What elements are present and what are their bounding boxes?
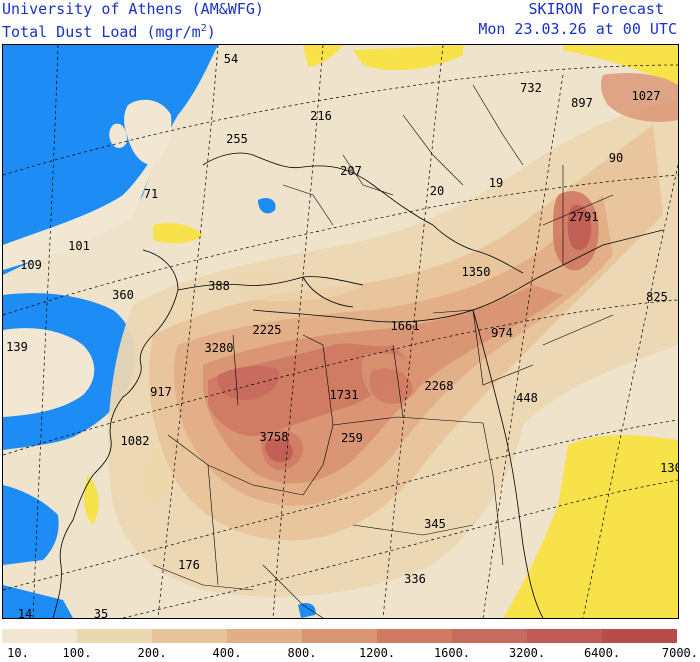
north-yellow-2 [353, 45, 463, 71]
british-isles [124, 99, 172, 165]
legend-tick-label: 200. [137, 646, 167, 660]
legend-swatch [452, 629, 527, 643]
dust-value-label: 974 [491, 326, 513, 340]
legend-swatch [227, 629, 302, 643]
legend-swatch [2, 629, 77, 643]
institution-title: University of Athens (AM&WFG) [2, 0, 264, 18]
dust-value-label: 19 [488, 176, 504, 190]
legend-swatch [77, 629, 152, 643]
dust-value-label: 388 [208, 279, 230, 293]
biscay-yellow [153, 223, 203, 244]
legend-swatch [527, 629, 602, 643]
small-blue-1 [258, 198, 276, 214]
north-yellow-3 [563, 45, 678, 85]
legend-tick-label: 7000. [661, 646, 698, 660]
field-label: Total Dust Load (mgr/m [2, 23, 201, 41]
dust-value-label: 360 [112, 288, 134, 302]
legend-tick-label: 6400. [583, 646, 621, 660]
dust-value-label: 2791 [569, 210, 599, 224]
dust-value-label: 90 [608, 151, 624, 165]
dust-value-label: 139 [6, 340, 28, 354]
dust-value-label: 54 [223, 52, 239, 66]
dust-value-label: 448 [516, 391, 538, 405]
dust-value-label: 35 [93, 607, 109, 619]
north-europe-yellow [303, 45, 343, 67]
dust-value-label: 216 [310, 109, 332, 123]
dust-value-label: 1082 [120, 434, 150, 448]
dust-value-label: 1350 [461, 265, 491, 279]
dust-value-label: 207 [340, 164, 362, 178]
dust-value-label: 20 [429, 184, 445, 198]
field-title: Total Dust Load (mgr/m2) [2, 20, 216, 41]
dust-value-label: 1731 [329, 388, 359, 402]
dust-value-label: 71 [143, 187, 159, 201]
coastlines [52, 152, 664, 618]
east-africa-yellow [503, 435, 678, 618]
legend-swatch [302, 629, 377, 643]
dust-value-label: 2225 [252, 323, 282, 337]
sahel-yellow-2 [83, 475, 99, 525]
dust-value-label: 3758 [259, 430, 289, 444]
legend-tick-label: 10. [7, 646, 29, 660]
dust-value-label: 825 [646, 290, 668, 304]
dust-value-label: 336 [404, 572, 426, 586]
legend-tick-label: 800. [287, 646, 317, 660]
field-unit-exponent: 2 [200, 23, 207, 34]
legend-swatch [602, 629, 677, 643]
atlantic-inner-dust [3, 328, 95, 417]
dust-value-label: 109 [20, 258, 42, 272]
dust-pocket-2268 [369, 368, 413, 404]
dust-pocket-ne [600, 73, 678, 122]
legend-swatch [377, 629, 452, 643]
dust-value-label: 917 [150, 385, 172, 399]
small-blue-3 [298, 603, 316, 618]
dust-core-south [265, 438, 293, 463]
graticule [3, 45, 678, 618]
dust-value-label: 897 [571, 96, 593, 110]
legend-tick-label: 1200. [358, 646, 396, 660]
dust-value-label: 176 [178, 558, 200, 572]
atlantic-ocean-region [3, 45, 218, 275]
atlantic-southwest-ocean [3, 485, 59, 565]
legend-swatch [152, 629, 227, 643]
dust-load-map: 54 216 732 897 1027 255 90 207 71 20 19 2791 101 109 1… [2, 44, 679, 619]
dust-core-east [567, 204, 592, 251]
dust-value-label: 345 [424, 517, 446, 531]
dust-value-label: 255 [226, 132, 248, 146]
legend-tick-label: 100. [62, 646, 92, 660]
field-close-paren: ) [206, 23, 216, 41]
dust-value-label: 101 [68, 239, 90, 253]
legend-tick-label: 400. [212, 646, 242, 660]
atlantic-dust-band [3, 135, 168, 270]
color-legend [2, 629, 677, 643]
dust-value-label: 1027 [631, 89, 661, 103]
map-canvas [3, 45, 678, 618]
mediterranean-west [233, 272, 363, 302]
dust-value-label: 130 [660, 461, 678, 475]
model-title: SKIRON Forecast [528, 0, 664, 18]
country-borders [152, 84, 614, 618]
dust-value-label: 259 [341, 431, 363, 445]
dust-value-label: 14 [17, 607, 33, 619]
ireland [109, 123, 128, 148]
legend-tick-label: 3200. [508, 646, 546, 660]
valid-time: Mon 23.03.26 at 00 UTC [478, 20, 677, 38]
dust-value-label: 732 [520, 81, 542, 95]
legend-tick-label: 1600. [433, 646, 471, 660]
dust-value-label: 2268 [424, 379, 454, 393]
dust-value-label: 3280 [204, 341, 234, 355]
dust-value-label: 1661 [390, 319, 420, 333]
dust-core-1600 [217, 365, 279, 401]
